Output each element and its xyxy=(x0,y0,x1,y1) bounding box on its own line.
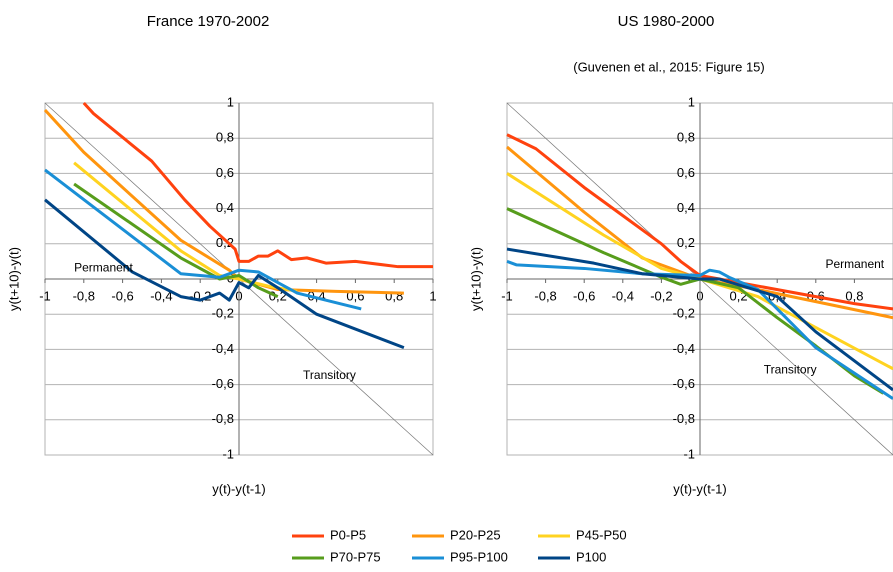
y-tick-label: 0,6 xyxy=(216,165,234,180)
series-line xyxy=(506,207,885,395)
x-tick-label: -0,4 xyxy=(150,288,172,303)
y-axis-label: y(t+10)-y(t) xyxy=(6,247,21,311)
x-tick-label: -0,6 xyxy=(573,288,595,303)
legend-label: P70-P75 xyxy=(330,549,381,564)
series-line xyxy=(44,198,405,350)
y-tick-label: 0,8 xyxy=(677,130,695,145)
annotation: Permanent xyxy=(74,261,133,275)
y-tick-label: 0,8 xyxy=(216,130,234,145)
legend-label: P0-P5 xyxy=(330,527,366,542)
y-tick-label: 1 xyxy=(688,94,695,109)
annotation: Transitory xyxy=(764,363,817,377)
y-tick-label: -0,8 xyxy=(673,411,695,426)
x-tick-label: 1 xyxy=(429,288,436,303)
y-axis-label: y(t+10)-y(t) xyxy=(468,247,483,311)
series-line xyxy=(506,259,893,400)
x-tick-label: -0,8 xyxy=(73,288,95,303)
x-tick-label: -0,8 xyxy=(534,288,556,303)
series-line xyxy=(73,182,279,298)
x-tick-label: 0,8 xyxy=(845,288,863,303)
y-tick-label: 0,4 xyxy=(216,200,234,215)
x-tick-label: -0,6 xyxy=(111,288,133,303)
x-axis-label: y(t)-y(t-1) xyxy=(212,481,265,496)
legend-label: P95-P100 xyxy=(450,549,508,564)
legend-label: P100 xyxy=(576,549,606,564)
y-tick-label: 0,2 xyxy=(677,235,695,250)
y-tick-label: -1 xyxy=(222,446,234,461)
y-tick-label: -0,8 xyxy=(212,411,234,426)
y-tick-label: 0,6 xyxy=(677,165,695,180)
x-axis-label: y(t)-y(t-1) xyxy=(673,481,726,496)
series-line xyxy=(44,168,362,311)
x-tick-label: -1 xyxy=(501,288,513,303)
series-line xyxy=(506,145,893,320)
y-tick-label: -0,2 xyxy=(212,306,234,321)
legend-label: P20-P25 xyxy=(450,527,501,542)
series-line xyxy=(82,101,433,269)
y-tick-label: 1 xyxy=(227,94,234,109)
x-tick-label: -1 xyxy=(39,288,51,303)
y-tick-label: -1 xyxy=(683,446,695,461)
chart-subtitle: (Guvenen et al., 2015: Figure 15) xyxy=(573,59,765,74)
series-line xyxy=(506,247,893,392)
x-tick-label: -0,2 xyxy=(650,288,672,303)
series-line xyxy=(506,133,893,311)
y-tick-label: -0,2 xyxy=(673,306,695,321)
chart-title: France 1970-2002 xyxy=(147,13,270,30)
y-tick-label: -0,4 xyxy=(212,341,234,356)
legend-label: P45-P50 xyxy=(576,527,627,542)
y-tick-label: 0,2 xyxy=(216,235,234,250)
series-line xyxy=(43,109,404,295)
x-tick-label: 0,8 xyxy=(385,288,403,303)
annotation: Transitory xyxy=(303,368,356,382)
annotation: Permanent xyxy=(825,257,884,271)
chart-title: US 1980-2000 xyxy=(618,13,715,30)
y-tick-label: -0,6 xyxy=(212,376,234,391)
x-tick-label: -0,4 xyxy=(612,288,634,303)
y-tick-label: -0,6 xyxy=(673,376,695,391)
y-tick-label: 0,4 xyxy=(677,200,695,215)
y-tick-label: -0,4 xyxy=(673,341,695,356)
